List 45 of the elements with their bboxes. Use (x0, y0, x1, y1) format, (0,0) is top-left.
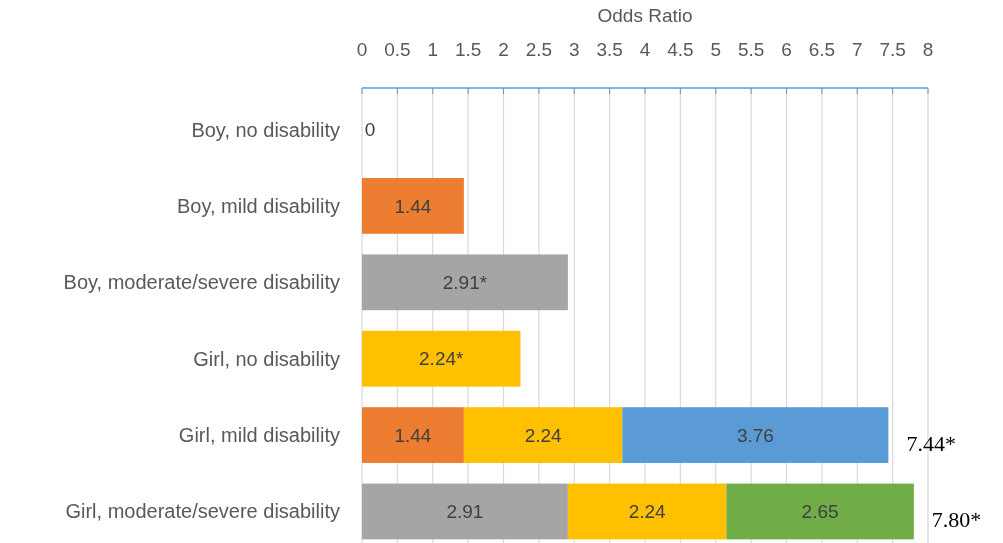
x-tick-label: 7.5 (879, 39, 906, 60)
bar (362, 254, 568, 311)
bar (362, 407, 464, 463)
data-label: 2.91 (446, 501, 484, 523)
total-label: 7.44* (906, 430, 956, 456)
x-tick-label: 7 (851, 39, 863, 60)
x-tick-label: 8 (922, 39, 934, 60)
bar (622, 407, 889, 463)
data-label: 2.24 (628, 501, 667, 523)
bar (567, 483, 727, 540)
x-tick-label: 3 (568, 39, 580, 60)
bar (362, 178, 464, 234)
x-tick-label: 1.5 (454, 39, 482, 60)
bar (726, 483, 914, 540)
x-tick-label: 5 (710, 39, 722, 60)
x-tick-label: 6.5 (808, 39, 836, 60)
x-tick-label: 4.5 (667, 39, 694, 60)
data-label: 2.24* (419, 348, 465, 370)
y-tick-label: Girl, no disability (193, 347, 340, 370)
x-tick-label: 3.5 (596, 39, 623, 60)
x-tick-label: 5.5 (737, 39, 765, 60)
y-tick-label: Boy, moderate/severe disability (63, 271, 340, 294)
data-label: 2.91* (442, 271, 488, 293)
bar (362, 330, 521, 387)
x-tick-label: 2.5 (525, 39, 553, 60)
x-tick-label: 0.5 (384, 39, 411, 60)
data-label: 0 (364, 119, 376, 141)
data-label: 1.44 (394, 195, 432, 217)
x-tick-label: 4 (639, 39, 651, 60)
data-label: 2.65 (801, 501, 839, 523)
data-label: 1.44 (394, 424, 432, 446)
x-tick-label: 6 (781, 39, 792, 60)
y-tick-label: Girl, moderate/severe disability (65, 500, 340, 523)
total-label: 7.80* (931, 507, 982, 533)
y-tick-label: Boy, no disability (191, 118, 340, 141)
data-label: 2.24 (524, 424, 563, 446)
x-tick-label: 0 (356, 39, 368, 60)
x-axis-title: Odds Ratio (597, 5, 693, 26)
x-tick-label: 2 (498, 39, 509, 60)
y-tick-label: Girl, mild disability (178, 424, 340, 447)
bar (463, 407, 623, 463)
x-tick-label: 1 (427, 39, 439, 60)
y-tick-label: Boy, mild disability (176, 194, 340, 217)
data-label: 3.76 (736, 424, 774, 446)
bar (362, 483, 568, 540)
